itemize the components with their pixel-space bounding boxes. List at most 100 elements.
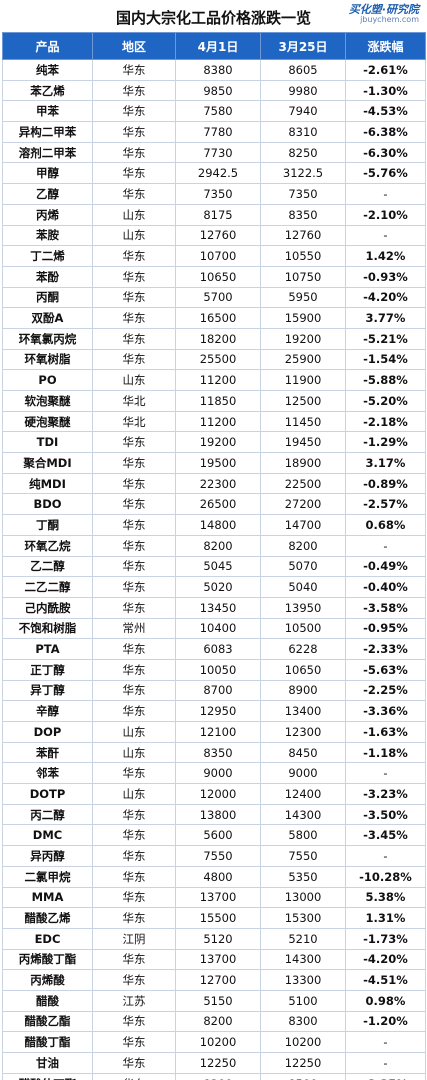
table-row: 二氯甲烷 华东 4800 5350 -10.28% <box>2 865 426 888</box>
product-name: 辛醇 <box>2 700 93 722</box>
header-product: 产品 <box>2 32 93 60</box>
price-current: 12950 <box>175 700 261 722</box>
table-row: 异丙醇 华东 7550 7550- <box>2 845 426 867</box>
price-previous: 13300 <box>260 969 346 991</box>
region: 华东 <box>92 658 176 681</box>
price-change: -2.61% <box>345 59 426 81</box>
region: 山东 <box>92 721 176 743</box>
table-row: DOP 山东 12100 12300 -1.63% <box>2 721 426 743</box>
product-name: 纯苯 <box>2 59 93 81</box>
price-current: 2942.5 <box>175 162 261 185</box>
price-previous: 14700 <box>260 514 346 536</box>
price-previous: 11900 <box>260 369 346 391</box>
price-change: 0.98% <box>345 989 426 1012</box>
header-date-previous: 3月25日 <box>260 32 346 60</box>
price-previous: 5100 <box>260 989 346 1012</box>
product-name: 醋酸丁酯 <box>2 1031 93 1053</box>
product-name: 苯酚 <box>2 265 93 288</box>
price-previous: 8250 <box>260 141 346 164</box>
price-change: - <box>345 1031 426 1053</box>
table-row: 醋酸 江苏 5150 5100 0.98% <box>2 989 426 1012</box>
table-row: 乙醇 华东 7350 7350- <box>2 183 426 205</box>
price-previous: 25900 <box>260 348 346 371</box>
table-body: 纯苯 华东 8380 8605 -2.61% 苯乙烯 华东 9850 9980 -1.30% 甲苯华… <box>2 59 426 1080</box>
table-row: 丙烯 山东 8175 8350 -2.10% <box>2 203 426 226</box>
region: 华东 <box>92 162 176 185</box>
table-row: PTA 华东 6083 6228 -2.33% <box>2 638 426 660</box>
price-previous: 12760 <box>260 224 346 247</box>
product-name: TDI <box>2 431 93 454</box>
region: 华东 <box>92 762 176 785</box>
product-name: 甲苯 <box>2 100 93 123</box>
price-current: 12100 <box>175 721 261 743</box>
table-row: 甘油 华东 12250 12250- <box>2 1052 426 1074</box>
table-row: 苯胺 山东 12760 12760- <box>2 224 426 247</box>
price-current: 19200 <box>175 431 261 454</box>
price-current: 4800 <box>175 865 261 888</box>
price-previous: 15300 <box>260 907 346 929</box>
table-row: DMC 华东 5600 5800 -3.45% <box>2 824 426 847</box>
price-current: 12760 <box>175 224 261 247</box>
price-current: 9850 <box>175 79 261 102</box>
product-name: 苯胺 <box>2 224 93 247</box>
price-change: 3.77% <box>345 307 426 329</box>
price-current: 8175 <box>175 203 261 226</box>
price-previous: 7940 <box>260 100 346 123</box>
table-row: 邻苯 华东 9000 9000- <box>2 762 426 785</box>
price-previous: 10750 <box>260 265 346 288</box>
region: 华东 <box>92 472 176 495</box>
price-current: 7550 <box>175 845 261 867</box>
region: 华东 <box>92 493 176 516</box>
table-row: 甲苯 华东 7580 7940 -4.53% <box>2 100 426 123</box>
brand-name: 买化塑·研究院 <box>348 3 419 16</box>
product-name: 异构二甲苯 <box>2 121 93 143</box>
price-change: - <box>345 762 426 785</box>
price-change: -1.63% <box>345 721 426 743</box>
price-change: -3.45% <box>345 824 426 847</box>
product-name: BDO <box>2 493 93 516</box>
product-name: 不饱和树脂 <box>2 617 93 640</box>
product-name: 苯乙烯 <box>2 79 93 102</box>
table-row: 正丁醇 华东 10050 10650 -5.63% <box>2 658 426 681</box>
product-name: 二氯甲烷 <box>2 865 93 888</box>
price-previous: 8900 <box>260 679 346 702</box>
table-row: 二乙二醇 华东 5020 5040 -0.40% <box>2 576 426 598</box>
price-change: -6.30% <box>345 141 426 164</box>
table-row: PO 山东 11200 11900 -5.88% <box>2 369 426 391</box>
region: 华东 <box>92 638 176 660</box>
region: 山东 <box>92 203 176 226</box>
price-change: 5.38% <box>345 886 426 909</box>
price-current: 10650 <box>175 265 261 288</box>
product-name: 醋酸 <box>2 989 93 1012</box>
price-previous: 6228 <box>260 638 346 660</box>
table-row: 软泡聚醚 华北 11850 12500 -5.20% <box>2 390 426 412</box>
table-row: 丙酮 华东 5700 5950 -4.20% <box>2 286 426 309</box>
region: 华东 <box>92 865 176 888</box>
product-name: 异丙醇 <box>2 845 93 867</box>
product-name: 苯酐 <box>2 741 93 764</box>
price-previous: 12400 <box>260 783 346 805</box>
product-name: 醋酸乙酯 <box>2 1010 93 1033</box>
region: 江阴 <box>92 927 176 950</box>
table-row: 辛醇 华东 12950 13400 -3.36% <box>2 700 426 722</box>
price-previous: 27200 <box>260 493 346 516</box>
price-current: 12700 <box>175 969 261 991</box>
price-change: -1.18% <box>345 741 426 764</box>
price-change: -4.20% <box>345 948 426 971</box>
region: 华东 <box>92 679 176 702</box>
price-current: 5045 <box>175 555 261 578</box>
product-name: 聚合MDI <box>2 452 93 474</box>
table-row: 丁酮 华东 14800 14700 0.68% <box>2 514 426 536</box>
price-previous: 22500 <box>260 472 346 495</box>
table-row: TDI 华东 19200 19450 -1.29% <box>2 431 426 454</box>
product-name: 双酚A <box>2 307 93 329</box>
price-previous: 19450 <box>260 431 346 454</box>
price-current: 16500 <box>175 307 261 329</box>
product-name: PO <box>2 369 93 391</box>
price-change: -0.89% <box>345 472 426 495</box>
table-row: 溶剂二甲苯 华东 7730 8250 -6.30% <box>2 141 426 164</box>
price-current: 5020 <box>175 576 261 598</box>
region: 山东 <box>92 741 176 764</box>
price-change: -2.35% <box>345 1072 426 1080</box>
price-previous: 8350 <box>260 203 346 226</box>
